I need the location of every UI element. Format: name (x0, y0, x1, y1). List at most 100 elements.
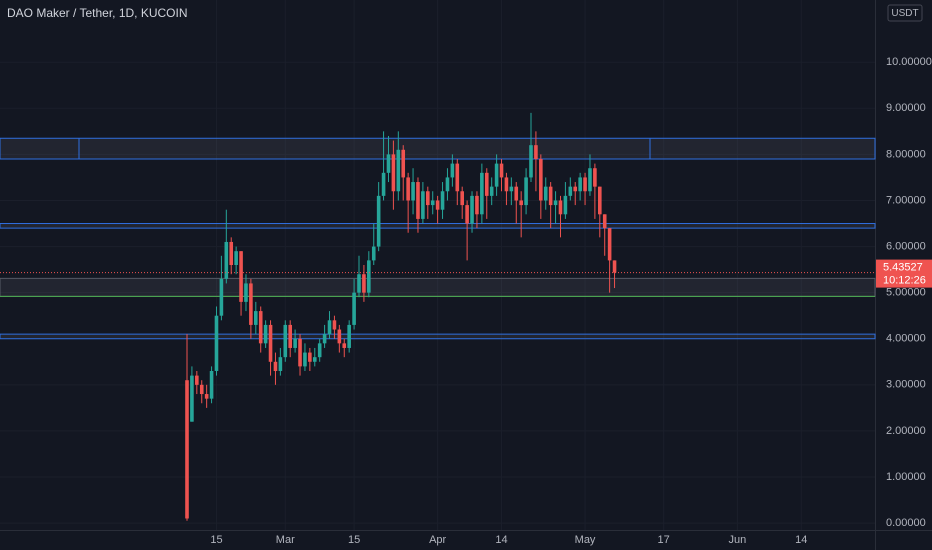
candle-body (327, 320, 332, 335)
candle-body (357, 274, 361, 293)
candle-body (347, 324, 351, 348)
candle-body (578, 177, 582, 192)
level-zone (0, 137, 876, 160)
candle-body (204, 394, 209, 399)
candle-body (534, 145, 538, 159)
candle-body (470, 195, 474, 224)
candle-body (430, 200, 435, 206)
candle-body (199, 384, 204, 395)
x-tick-label: 15 (210, 534, 222, 546)
candle-body (406, 177, 410, 201)
candle-body (568, 186, 573, 196)
candle-body (489, 186, 494, 196)
candle-body (322, 334, 327, 344)
candle-body (524, 177, 528, 206)
candle-body (367, 260, 371, 293)
level-zone (0, 277, 876, 297)
candle-body (195, 375, 199, 385)
x-tick-label: Mar (276, 534, 295, 546)
y-tick-label: 9.00000 (886, 102, 926, 114)
candle-body (455, 163, 460, 192)
y-tick-label: 3.00000 (886, 379, 926, 391)
candle-body (563, 195, 568, 215)
candle-body (317, 343, 322, 358)
candle-body (219, 278, 224, 316)
candle-body (386, 154, 391, 173)
candle-body (229, 241, 234, 265)
candle-body (239, 251, 243, 302)
candle-body (283, 324, 288, 358)
candle-body (529, 145, 533, 178)
candle-body (308, 352, 312, 362)
candle-body (612, 260, 617, 273)
y-tick-label: 8.00000 (886, 148, 926, 160)
candle-body (440, 191, 445, 210)
candle-body (249, 283, 253, 325)
candle-body (519, 200, 523, 206)
x-tick-label: 14 (495, 534, 507, 546)
candle-body (475, 195, 479, 215)
x-tick-label: May (575, 534, 596, 546)
candle-body (450, 163, 455, 178)
candle-body (214, 315, 219, 371)
candle-body (573, 186, 578, 192)
countdown-label: 10:12:26 (883, 274, 926, 286)
candle-body (263, 324, 268, 344)
y-tick-label: 4.00000 (886, 333, 926, 345)
candle-body (337, 329, 342, 344)
x-tick-label: 14 (795, 534, 807, 546)
y-tick-label: 1.00000 (886, 471, 926, 483)
currency-label[interactable]: USDT (891, 8, 918, 19)
candle-body (416, 182, 420, 219)
candle-body (607, 228, 612, 261)
candle-body (558, 200, 563, 215)
candle-body (371, 246, 376, 261)
currency-box[interactable] (887, 4, 923, 22)
candle-body (598, 186, 602, 215)
candle-body (258, 311, 263, 344)
candle-body (543, 186, 548, 201)
candle-body (460, 191, 464, 206)
candle-body (480, 172, 484, 215)
candle-body (411, 182, 415, 201)
candle-body (499, 163, 504, 178)
candle-body (548, 186, 553, 206)
candle-body (588, 168, 592, 192)
candle-body (288, 324, 292, 348)
candle-body (509, 186, 514, 192)
candle-body (602, 214, 607, 229)
candle-body (312, 357, 317, 362)
y-tick-label: 0.00000 (886, 517, 926, 529)
price-label: 5.43527 (883, 261, 923, 273)
candle-body (583, 177, 587, 192)
candle-body (445, 177, 450, 192)
candle-body (362, 274, 366, 293)
candle-body (381, 172, 386, 196)
y-tick-label: 6.00000 (886, 240, 926, 252)
candle-body (268, 324, 273, 362)
candle-body (278, 357, 283, 371)
candle-body (244, 283, 248, 302)
candle-body (539, 159, 543, 201)
candle-body (342, 343, 347, 348)
candle-body (293, 338, 297, 348)
candle-body (352, 292, 356, 325)
level-zone (0, 223, 876, 229)
x-tick-label: Jun (729, 534, 747, 546)
candle-body (494, 163, 499, 187)
candle-body (298, 338, 302, 367)
candle-body (224, 241, 229, 279)
candle-body (185, 380, 189, 519)
y-tick-label: 2.00000 (886, 425, 926, 437)
candle-body (484, 172, 489, 196)
candle-body (553, 200, 558, 206)
candle-body (514, 186, 519, 201)
candle-body (426, 191, 430, 206)
chart-title: DAO Maker / Tether, 1D, KUCOIN (7, 6, 188, 20)
x-tick-label: 15 (348, 534, 360, 546)
candle-body (435, 200, 440, 210)
candle-body (209, 371, 214, 399)
y-tick-label: 5.00000 (886, 287, 926, 299)
